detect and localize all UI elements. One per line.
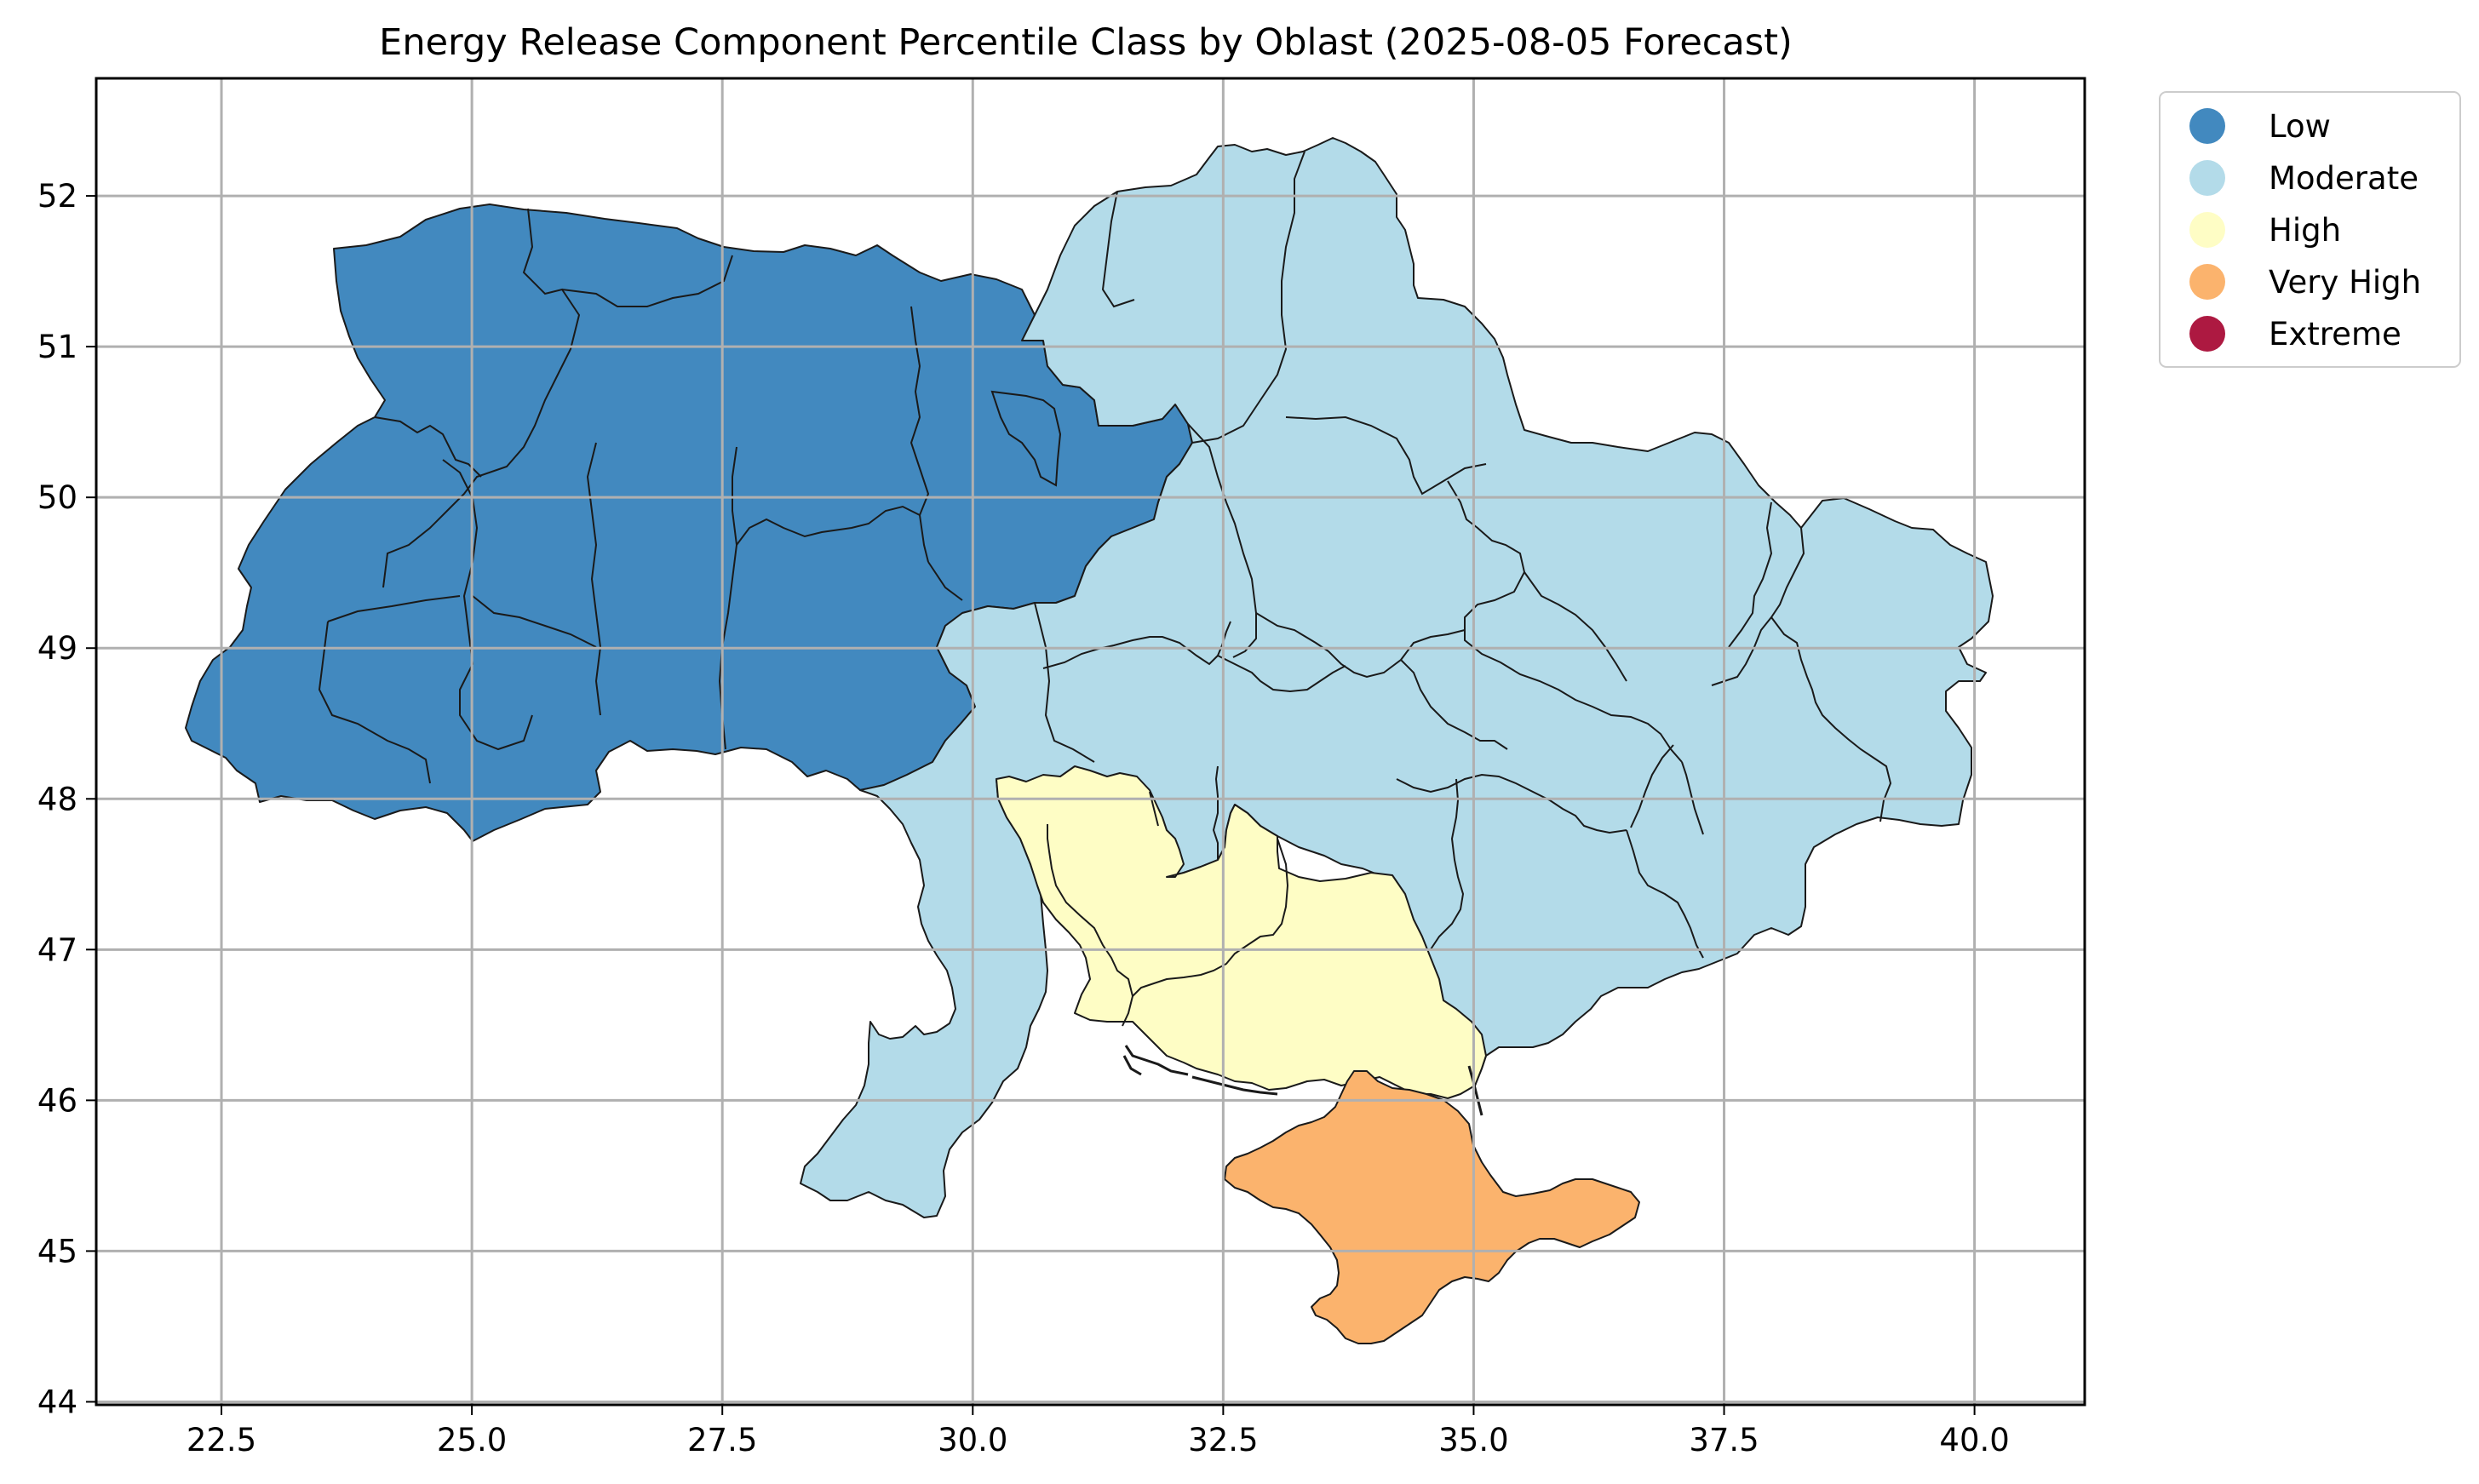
legend-marker xyxy=(2189,264,2225,300)
x-tick-label: 30.0 xyxy=(938,1422,1007,1458)
legend-label: Low xyxy=(2269,108,2331,145)
legend-label: Moderate xyxy=(2269,160,2419,197)
legend-marker xyxy=(2189,212,2225,248)
x-tick-label: 40.0 xyxy=(1939,1422,2009,1458)
plot-frame xyxy=(95,77,2086,1407)
coastline-spits xyxy=(1122,1045,1483,1116)
plot-area xyxy=(95,77,2086,1407)
region-very-high-crimea xyxy=(1224,1070,1640,1344)
y-tick-label: 48 xyxy=(37,781,77,817)
y-axis-ticks: 44 45 46 47 48 49 50 51 52 xyxy=(37,178,96,1420)
legend-marker xyxy=(2189,160,2225,196)
y-tick-label: 51 xyxy=(37,329,77,365)
x-tick-label: 27.5 xyxy=(687,1422,757,1458)
x-tick-label: 32.5 xyxy=(1188,1422,1258,1458)
legend-label: Very High xyxy=(2269,264,2421,301)
x-tick-label: 25.0 xyxy=(437,1422,507,1458)
legend-label: Extreme xyxy=(2269,316,2402,352)
y-tick-label: 47 xyxy=(37,931,77,968)
legend-label: High xyxy=(2269,212,2341,249)
grid-lines xyxy=(96,78,2085,1405)
oblast-borders xyxy=(318,151,1892,1027)
x-tick-label: 22.5 xyxy=(186,1422,256,1458)
x-axis-ticks: 22.5 25.0 27.5 30.0 32.5 35.0 37.5 40.0 xyxy=(186,1405,2010,1458)
y-tick-label: 46 xyxy=(37,1082,77,1119)
region-high-south xyxy=(996,765,1487,1099)
y-tick-label: 49 xyxy=(37,630,77,667)
region-moderate-east xyxy=(800,137,1994,1218)
legend-box xyxy=(2159,91,2461,368)
y-tick-label: 44 xyxy=(37,1384,77,1420)
y-tick-label: 50 xyxy=(37,479,77,516)
legend-marker xyxy=(2189,108,2225,144)
legend-marker xyxy=(2189,316,2225,352)
x-tick-label: 35.0 xyxy=(1438,1422,1508,1458)
x-tick-label: 37.5 xyxy=(1689,1422,1759,1458)
legend: Low Moderate High Very High Extreme xyxy=(2159,91,2461,368)
map-title: Energy Release Component Percentile Clas… xyxy=(379,21,1793,64)
y-tick-label: 45 xyxy=(37,1233,77,1269)
y-tick-label: 52 xyxy=(37,178,77,215)
